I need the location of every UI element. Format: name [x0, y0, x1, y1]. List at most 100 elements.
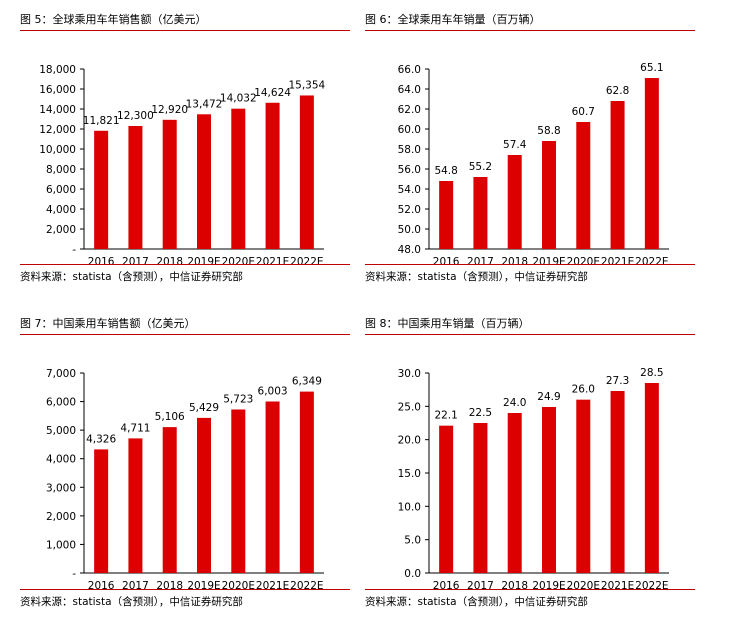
y-tick-label: 6,000	[46, 397, 76, 409]
data-label: 60.7	[572, 106, 595, 118]
x-tick-label: 2017	[467, 256, 494, 268]
y-tick-label: 5,000	[46, 425, 76, 437]
y-tick-label: -	[72, 568, 76, 580]
bar	[162, 119, 177, 249]
y-tick-label: 3,000	[46, 482, 76, 494]
chart-source: 资料来源：statista（含预测），中信证券研究部	[365, 271, 588, 283]
y-tick-label: 18,000	[39, 64, 76, 76]
y-tick-label: 52.0	[398, 204, 421, 216]
data-label: 6,003	[258, 385, 288, 397]
chart-title: 图 6：全球乘用车年销量（百万辆）	[365, 13, 541, 26]
data-label: 55.2	[469, 161, 492, 173]
chart-title: 图 5：全球乘用车年销售额（亿美元）	[20, 13, 207, 26]
data-label: 28.5	[640, 367, 663, 379]
x-tick-label: 2016	[433, 256, 460, 268]
y-tick-label: 25.0	[398, 401, 421, 413]
bar-chart: 0.0 5.0 10.0 15.0 20.0 25.0 30.0 22.1 2016 22.5 20…	[398, 367, 669, 592]
data-label: 12,920	[151, 104, 188, 116]
data-label: 65.1	[640, 62, 663, 74]
bar	[299, 95, 314, 250]
y-tick-label: 14,000	[39, 104, 76, 116]
x-tick-label: 2016	[88, 256, 115, 268]
title-rule	[20, 30, 350, 31]
data-label: 12,300	[117, 110, 154, 122]
data-label: 5,723	[223, 393, 253, 405]
y-tick-label: 7,000	[46, 368, 76, 380]
bar	[507, 413, 522, 573]
bar	[439, 181, 454, 249]
bar	[576, 122, 591, 249]
x-tick-label: 2021E	[256, 256, 289, 268]
y-tick-label: 30.0	[398, 368, 421, 380]
data-label: 14,624	[254, 87, 291, 99]
data-label: 4,711	[120, 422, 150, 434]
x-tick-label: 2017	[122, 580, 149, 592]
data-label: 5,429	[189, 402, 219, 414]
data-label: 58.8	[537, 125, 560, 137]
bar	[542, 141, 556, 249]
x-tick-label: 2019E	[532, 580, 565, 592]
bar	[542, 407, 556, 573]
bar	[610, 101, 625, 249]
bar	[128, 126, 143, 249]
y-tick-label: 56.0	[398, 164, 421, 176]
x-tick-label: 2022E	[290, 580, 323, 592]
data-label: 4,326	[86, 433, 116, 445]
x-tick-label: 2020E	[222, 256, 255, 268]
chart-panel-china-sales-value: 图 7：中国乘用车销售额（亿美元） - 1,000 2,000 3,000 4,000 5…	[20, 317, 350, 617]
source-rule	[365, 589, 695, 590]
chart-panel-global-sales-value: 图 5：全球乘用车年销售额（亿美元） - 2,000 4,000 6,000 8,000…	[20, 13, 350, 293]
x-tick-label: 2019E	[532, 256, 565, 268]
x-tick-label: 2022E	[635, 580, 668, 592]
x-tick-label: 2019E	[187, 256, 220, 268]
bar	[128, 438, 143, 573]
y-tick-label: 10.0	[398, 501, 421, 513]
bar	[265, 401, 280, 573]
data-label: 24.0	[503, 397, 526, 409]
data-label: 6,349	[292, 376, 322, 388]
data-label: 22.5	[469, 407, 492, 419]
x-tick-label: 2018	[501, 580, 528, 592]
bar-chart: - 1,000 2,000 3,000 4,000 5,000 6,000 7,000 4,32…	[46, 368, 324, 592]
y-tick-label: 6,000	[46, 184, 76, 196]
chart-title: 图 8：中国乘用车销量（百万辆）	[365, 317, 530, 330]
x-tick-label: 2017	[467, 580, 494, 592]
y-tick-label: -	[72, 244, 76, 256]
y-tick-label: 48.0	[398, 244, 421, 256]
bar	[197, 417, 211, 573]
x-tick-label: 2016	[433, 580, 460, 592]
data-label: 27.3	[606, 375, 629, 387]
y-tick-label: 5.0	[404, 535, 421, 547]
bar	[473, 177, 488, 249]
y-tick-label: 4,000	[46, 454, 76, 466]
bar	[162, 427, 177, 573]
data-label: 54.8	[434, 165, 457, 177]
y-tick-label: 0.0	[404, 568, 421, 580]
y-tick-label: 66.0	[398, 64, 421, 76]
x-tick-label: 2020E	[222, 580, 255, 592]
data-label: 11,821	[83, 115, 120, 127]
data-label: 57.4	[503, 139, 527, 151]
title-rule	[365, 334, 695, 335]
x-tick-label: 2016	[88, 580, 115, 592]
chart-panel-global-sales-volume: 图 6：全球乘用车年销量（百万辆） 48.0 50.0 52.0 54.0 56.0 58…	[365, 13, 695, 293]
x-tick-label: 2018	[156, 256, 183, 268]
y-tick-label: 50.0	[398, 224, 421, 236]
y-tick-label: 2,000	[46, 511, 76, 523]
bar	[94, 449, 109, 573]
y-tick-label: 1,000	[46, 539, 76, 551]
data-label: 26.0	[572, 384, 595, 396]
chart-source: 资料来源：statista（含预测），中信证券研究部	[20, 271, 243, 283]
x-tick-label: 2018	[156, 580, 183, 592]
chart-source: 资料来源：statista（含预测），中信证券研究部	[365, 596, 588, 608]
x-tick-label: 2021E	[601, 580, 634, 592]
bar	[507, 155, 522, 249]
bar	[644, 78, 659, 249]
x-tick-label: 2020E	[567, 580, 600, 592]
y-tick-label: 60.0	[398, 124, 421, 136]
source-rule	[20, 589, 350, 590]
bar	[610, 391, 625, 573]
chart-panel-china-sales-volume: 图 8：中国乘用车销量（百万辆） 0.0 5.0 10.0 15.0 20.0 25.0 3…	[365, 317, 695, 617]
data-label: 14,032	[220, 93, 257, 105]
y-tick-label: 58.0	[398, 144, 421, 156]
